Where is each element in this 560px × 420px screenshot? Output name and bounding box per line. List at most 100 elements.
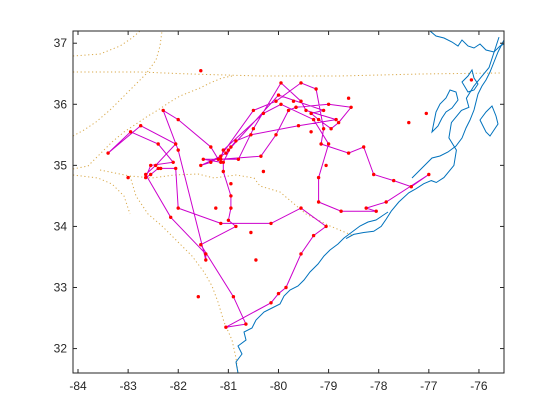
chesapeake-shore (429, 31, 504, 53)
albemarle-sound (461, 68, 479, 93)
y-tick-label: 32 (54, 342, 68, 356)
city-point (274, 99, 278, 103)
city-point (316, 117, 321, 122)
city-point (231, 295, 236, 299)
city-point (321, 127, 326, 131)
city-point (346, 151, 351, 155)
city-point (156, 142, 160, 146)
city-point (161, 108, 165, 113)
city-point (128, 130, 133, 134)
city-point (196, 295, 200, 299)
city-point (384, 200, 388, 204)
city-point (409, 185, 413, 189)
city-point (276, 291, 281, 296)
city-point (229, 182, 233, 186)
city-point (226, 218, 231, 222)
city-point (154, 163, 158, 168)
y-tick-label: 33 (54, 281, 68, 295)
city-point (274, 133, 278, 137)
city-point (244, 322, 248, 326)
city-point (286, 108, 291, 113)
city-point (311, 117, 316, 122)
y-tick-label: 37 (54, 36, 68, 50)
city-point (304, 108, 308, 113)
city-point (254, 258, 258, 262)
city-point (229, 194, 233, 198)
city-point (362, 145, 366, 149)
city-point (261, 111, 266, 116)
city-point (219, 221, 223, 226)
city-point (326, 142, 331, 146)
city-point (221, 169, 225, 174)
city-point (224, 325, 228, 329)
city-point (234, 224, 238, 229)
city-point (316, 200, 321, 204)
city-point (221, 160, 225, 164)
y-axis: 32 33 34 35 36 37 (54, 36, 504, 356)
city-point (291, 99, 296, 103)
city-point (224, 151, 228, 155)
nc-va-border (73, 71, 501, 77)
city-point (299, 252, 303, 256)
city-point (159, 166, 163, 171)
city-point (334, 117, 338, 122)
city-point (374, 209, 378, 213)
x-tick-label: -77 (420, 379, 438, 393)
city-point (226, 148, 231, 152)
city-point (269, 221, 273, 226)
city-point (234, 139, 238, 143)
x-tick-label: -76 (470, 379, 488, 393)
city-point (171, 160, 175, 164)
city-point (204, 252, 208, 256)
y-tick-label: 35 (54, 158, 68, 172)
city-point (106, 151, 110, 155)
city-point (251, 127, 256, 131)
city-markers (106, 69, 474, 329)
city-point (144, 175, 148, 180)
city-point (176, 148, 180, 152)
x-axis: -84 -83 -82 -81 -80 -79 -78 -77 -76 (69, 31, 488, 393)
city-point (219, 154, 223, 158)
outer-banks (411, 39, 504, 179)
city-point (309, 111, 313, 116)
city-point (204, 258, 208, 262)
city-point (259, 154, 263, 158)
city-point (314, 87, 318, 91)
city-point (169, 215, 173, 219)
x-tick-label: -78 (370, 379, 388, 393)
city-point (216, 157, 220, 161)
city-point (269, 301, 273, 305)
city-point (214, 206, 218, 210)
city-point (407, 120, 411, 125)
city-point (319, 142, 323, 146)
city-point (174, 166, 178, 171)
city-point (372, 172, 376, 177)
city-point (294, 105, 298, 110)
city-point (149, 172, 153, 177)
coastline-main (345, 36, 500, 240)
city-point (284, 285, 288, 290)
x-tick-label: -84 (69, 379, 87, 393)
city-point (176, 206, 180, 210)
city-point (126, 175, 130, 180)
city-point (279, 81, 283, 85)
city-point (209, 160, 213, 164)
city-point (346, 96, 351, 100)
city-point (392, 178, 396, 183)
city-point (199, 243, 203, 247)
x-tick-label: -79 (320, 379, 338, 393)
ga-border-north (73, 31, 163, 137)
city-point (316, 175, 321, 180)
city-point (309, 130, 313, 134)
city-point (249, 133, 253, 137)
sound-inlet (479, 105, 499, 137)
city-point (276, 93, 281, 97)
pamlico-sound (431, 89, 459, 134)
city-point (249, 230, 253, 235)
city-point (311, 233, 316, 238)
city-point (229, 145, 233, 149)
city-point (144, 172, 148, 177)
x-tick-label: -82 (170, 379, 188, 393)
